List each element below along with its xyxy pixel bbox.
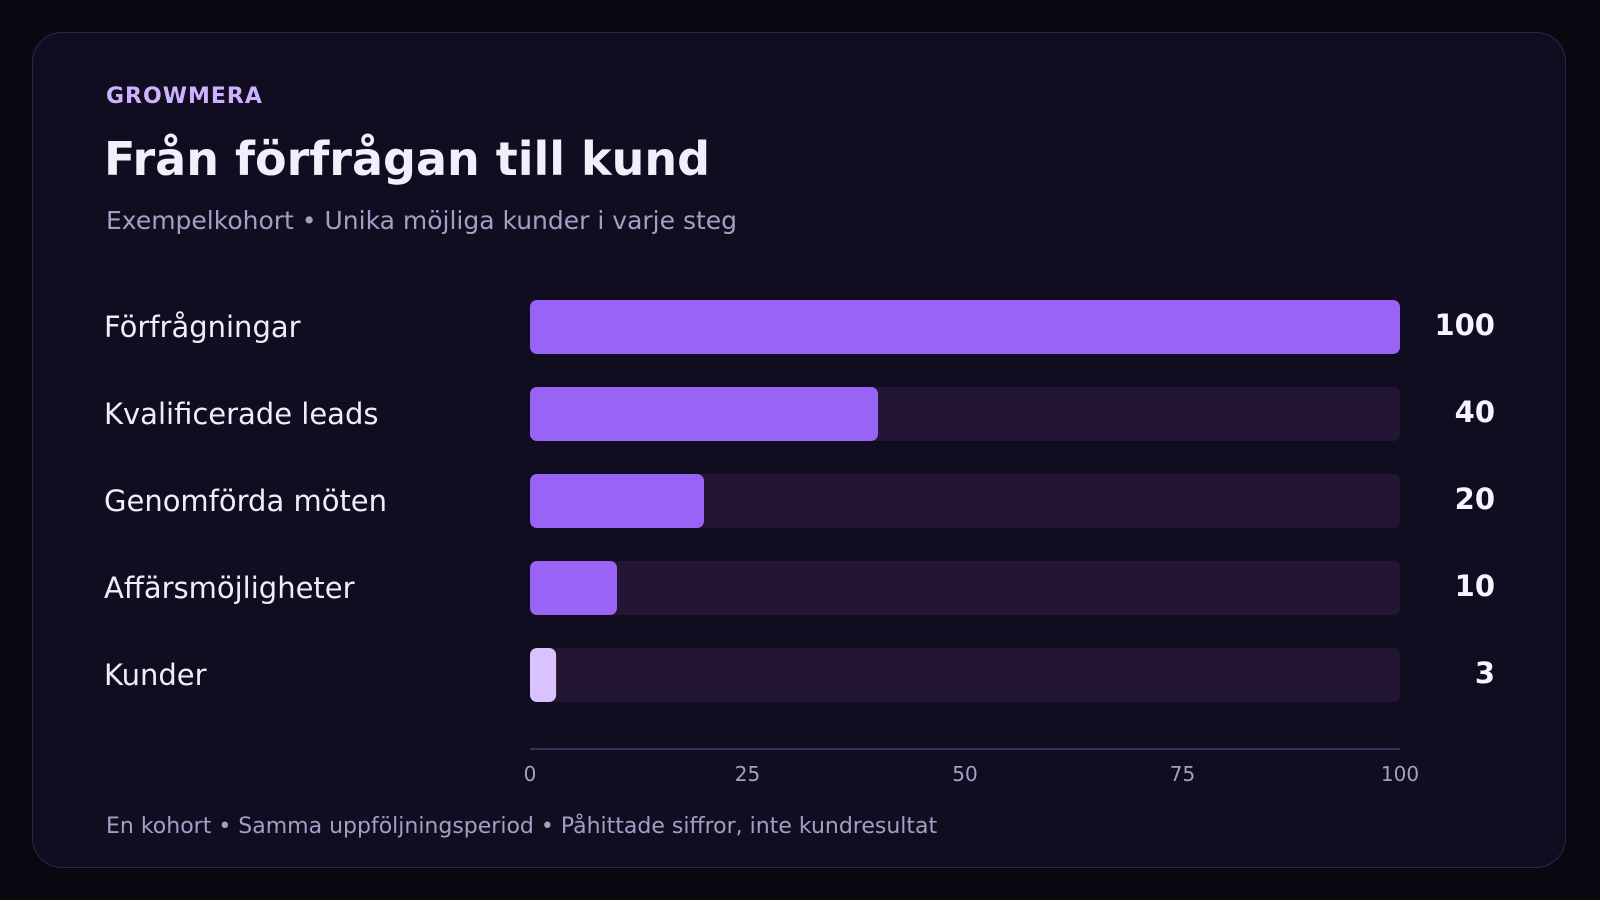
chart-subtitle: Exempelkohort • Unika möjliga kunder i v… bbox=[106, 206, 738, 235]
bar-1 bbox=[530, 387, 878, 441]
x-tick-label: 50 bbox=[952, 762, 977, 786]
value-label: 3 bbox=[1475, 656, 1495, 690]
brand-label: GROWMERA bbox=[106, 84, 263, 109]
category-label: Affärsmöjligheter bbox=[104, 571, 355, 605]
bar-4 bbox=[530, 648, 557, 702]
bar-track bbox=[530, 561, 1400, 615]
x-tick-label: 25 bbox=[735, 762, 760, 786]
x-tick-label: 100 bbox=[1381, 762, 1419, 786]
category-label: Genomförda möten bbox=[104, 484, 387, 518]
x-tick-label: 0 bbox=[524, 762, 537, 786]
category-label: Kunder bbox=[104, 658, 207, 692]
value-label: 100 bbox=[1434, 308, 1495, 342]
bar-track bbox=[530, 474, 1400, 528]
value-label: 20 bbox=[1455, 482, 1495, 516]
value-label: 40 bbox=[1455, 395, 1495, 429]
chart-card bbox=[32, 32, 1566, 868]
category-label: Förfrågningar bbox=[104, 310, 301, 344]
chart-footnote: En kohort • Samma uppföljningsperiod • P… bbox=[106, 814, 938, 839]
value-label: 10 bbox=[1455, 569, 1495, 603]
bar-2 bbox=[530, 474, 704, 528]
category-label: Kvalificerade leads bbox=[104, 397, 378, 431]
bar-track bbox=[530, 648, 1400, 702]
bar-3 bbox=[530, 561, 617, 615]
chart-title: Från förfrågan till kund bbox=[104, 132, 711, 186]
x-tick-label: 75 bbox=[1170, 762, 1195, 786]
bar-0 bbox=[530, 300, 1400, 354]
